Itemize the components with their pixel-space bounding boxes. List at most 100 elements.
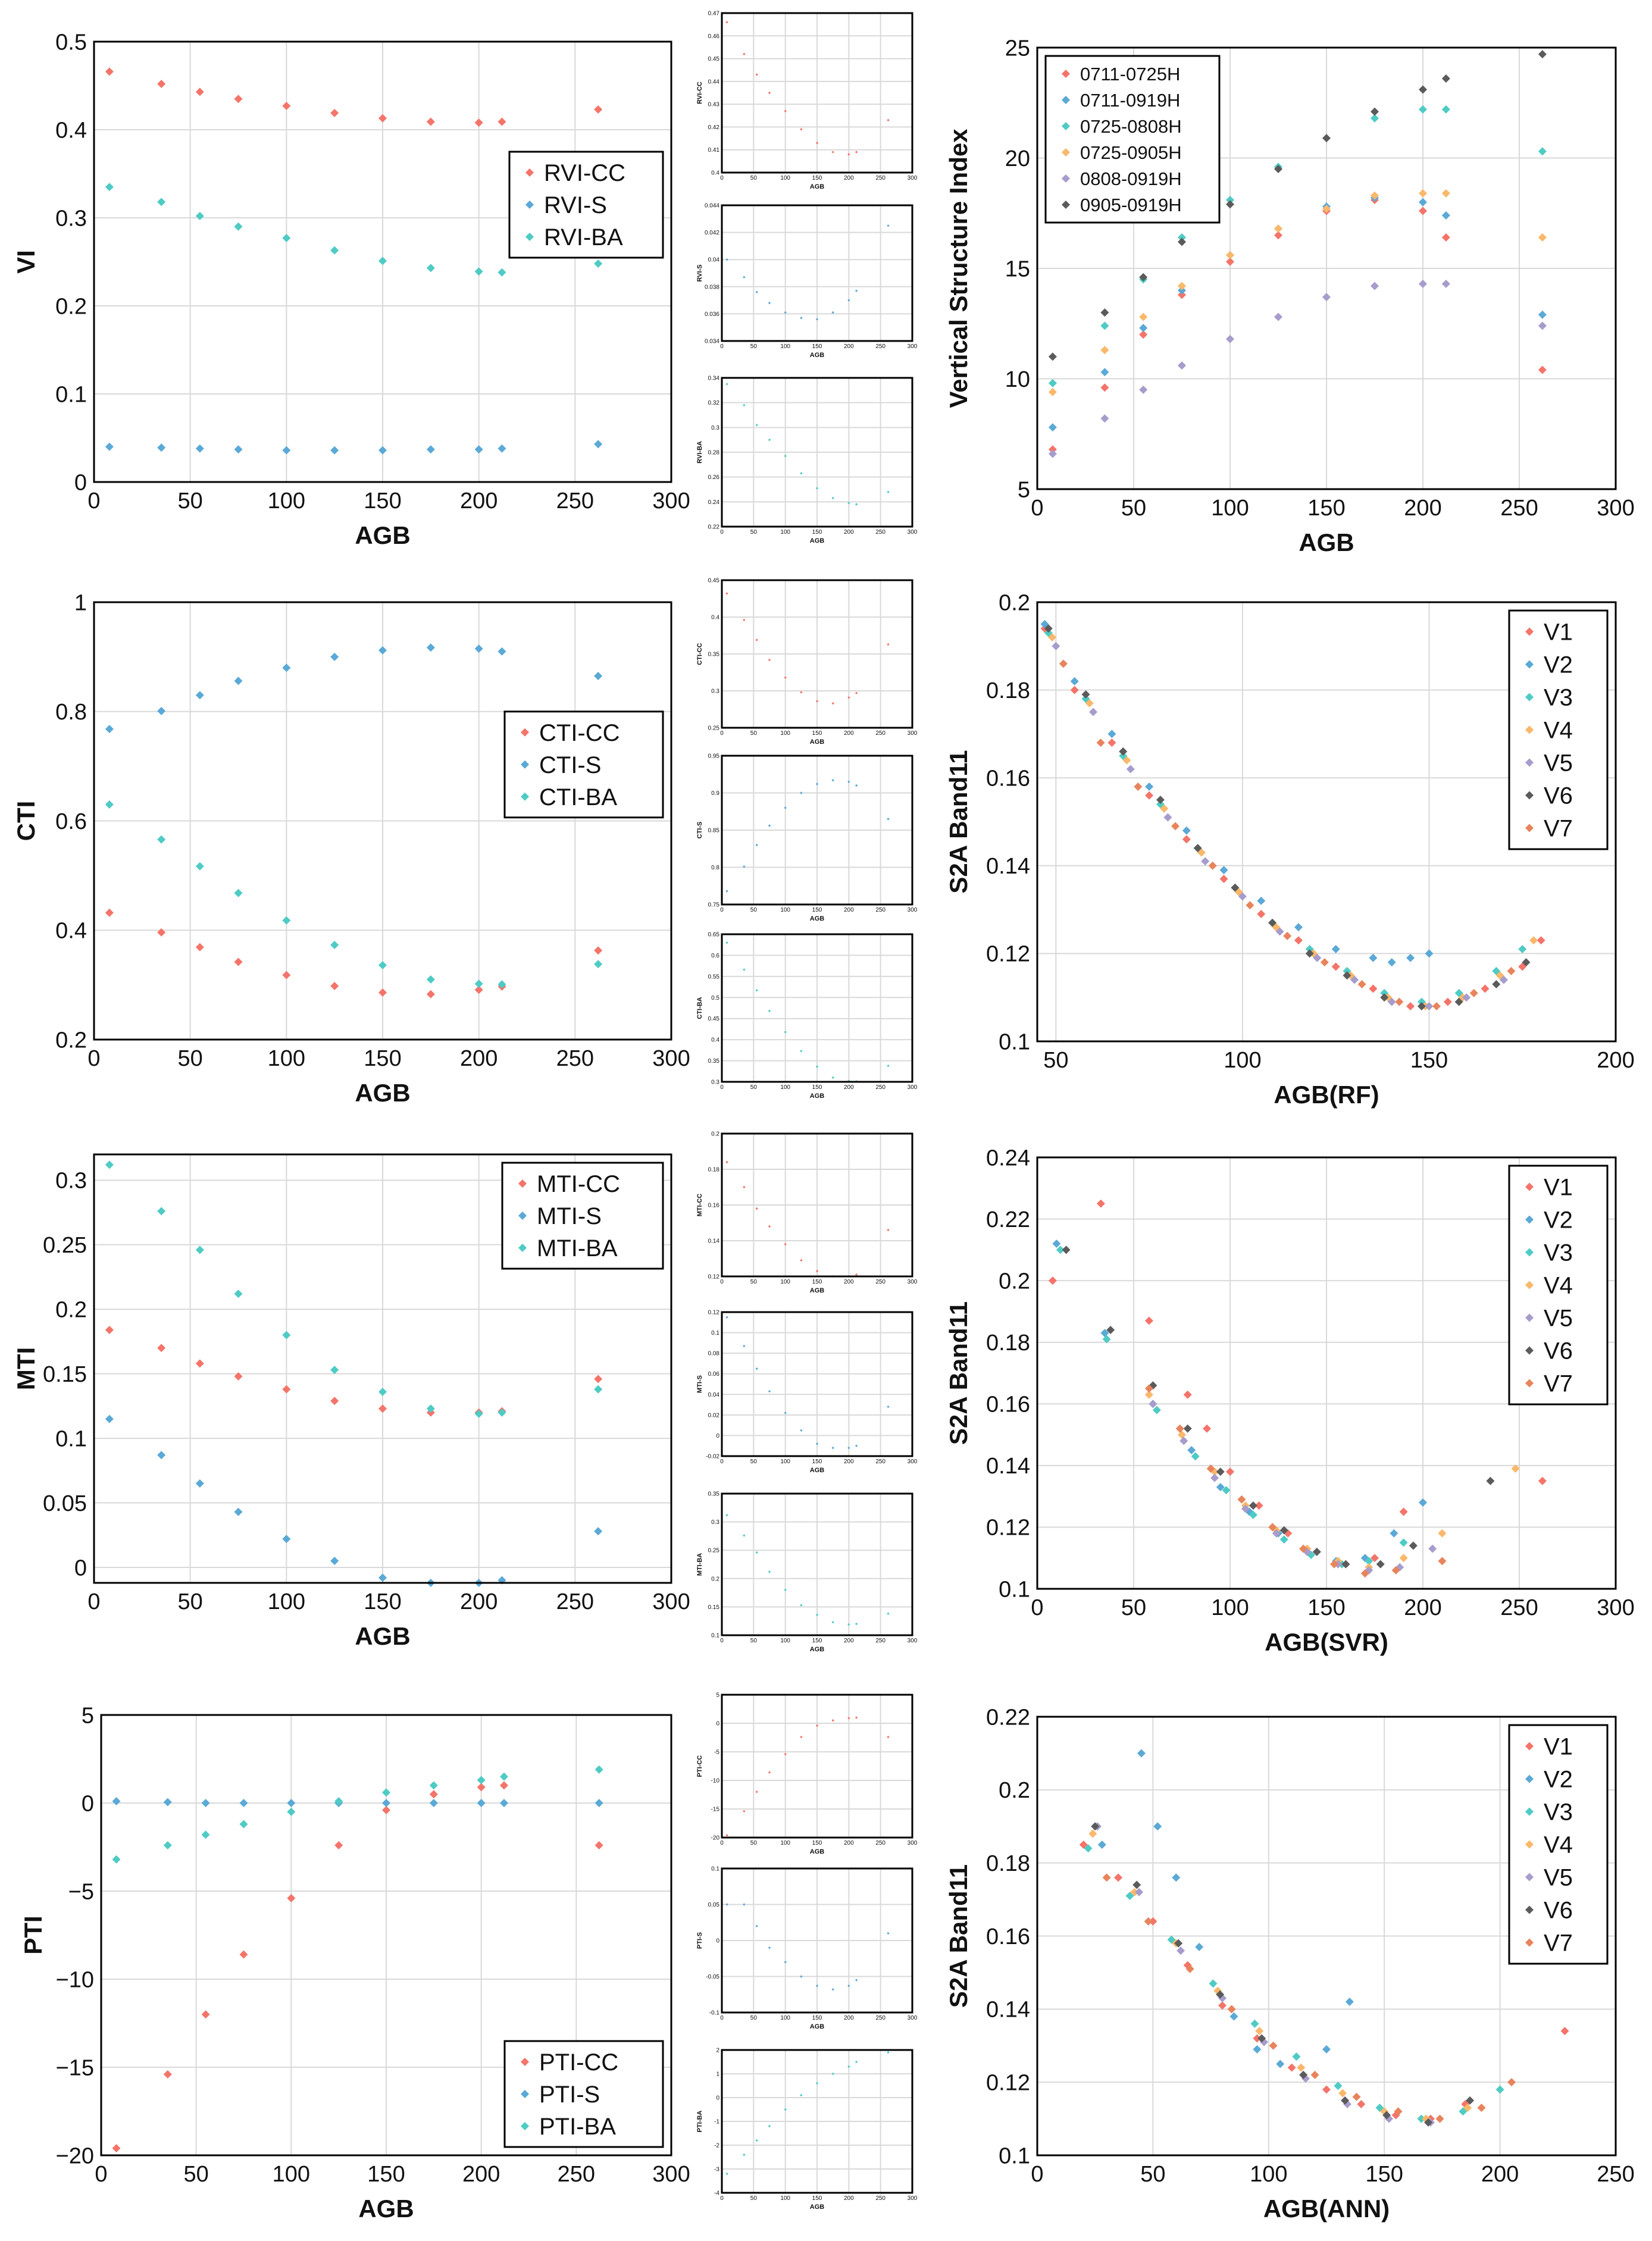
- data-point-v6: [1106, 1326, 1115, 1334]
- x-tick-label: 150: [1365, 2162, 1403, 2187]
- data-point-cti-ba: [330, 941, 339, 950]
- x-tick-label: 300: [908, 2015, 918, 2021]
- data-point-v5: [1350, 975, 1359, 984]
- y-tick-label: 0.42: [708, 124, 720, 131]
- legend-label: RVI-BA: [544, 224, 623, 251]
- data-point-v5: [1241, 1504, 1250, 1513]
- legend-marker: [1525, 758, 1534, 767]
- plot-frame: [721, 1492, 913, 1636]
- x-tick-label: 250: [875, 1084, 886, 1091]
- x-tick-label: 150: [1410, 1048, 1448, 1073]
- data-point-v7: [1134, 782, 1143, 791]
- legend-label: V1: [1544, 1175, 1573, 1201]
- y-tick-label: 0.25: [43, 1233, 87, 1258]
- y-tick-label: 0.6: [711, 953, 719, 959]
- y-tick-label: 0.3: [711, 688, 719, 695]
- x-tick-label: 300: [908, 907, 918, 913]
- y-axis-title: CTI-CC: [696, 643, 703, 665]
- y-tick-label: 0.15: [708, 1604, 720, 1611]
- data-point-v6: [1341, 1560, 1350, 1569]
- data-point-0725-0808h: [1371, 114, 1379, 123]
- plot-frame: [1036, 1156, 1617, 1590]
- data-point-v6: [1409, 1541, 1418, 1550]
- data-point-v1: [1406, 1001, 1415, 1010]
- data-point-cti-ba: [594, 960, 603, 969]
- data-point-v7: [1299, 1544, 1308, 1553]
- data-point-mti-cc: [855, 1273, 858, 1276]
- y-tick-label: 0.16: [986, 766, 1030, 791]
- data-point-rvi-s: [234, 445, 243, 454]
- x-tick-label: 300: [908, 2195, 918, 2202]
- chart-panel-c3: 0 50 100 150 200 250 300 0.1 0.12 0.14 0.16 0.18 0.2…: [944, 1145, 1635, 1656]
- y-tick-label: 0.12: [708, 1310, 720, 1316]
- data-point-v5: [1126, 765, 1135, 774]
- data-point-0808-0919h: [1139, 386, 1148, 395]
- data-point-mti-cc: [755, 1207, 758, 1210]
- y-tick-label: 0.12: [986, 942, 1030, 967]
- x-tick-label: 250: [875, 1638, 886, 1644]
- x-tick-label: 150: [364, 1046, 401, 1071]
- data-point-cti-cc: [855, 691, 858, 694]
- data-point-v3: [1191, 1452, 1200, 1461]
- y-tick-label: −15: [56, 2055, 94, 2080]
- data-point-mti-cc: [594, 1375, 603, 1384]
- data-point-pti-ba: [784, 2108, 787, 2111]
- data-point-pti-ba: [847, 2065, 850, 2068]
- y-tick-label: 0.2: [55, 294, 87, 319]
- x-tick-label: 200: [844, 175, 854, 181]
- data-point-mti-cc: [725, 1160, 728, 1164]
- data-point-rvi-cc: [474, 118, 483, 127]
- y-axis-title: PTI-S: [696, 1932, 703, 1949]
- y-tick-label: 0.24: [986, 1145, 1030, 1170]
- data-point-0725-0808h: [1178, 233, 1186, 242]
- x-tick-label: 100: [1250, 2162, 1287, 2187]
- data-point-v7: [1208, 861, 1217, 870]
- data-point-v1: [1149, 1917, 1157, 1926]
- x-tick-label: 300: [908, 1840, 918, 1846]
- data-point-0905-0919h: [1139, 273, 1148, 281]
- y-tick-label: 0.034: [705, 339, 719, 345]
- data-point-pti-s: [887, 1932, 890, 1935]
- data-point-v4: [1297, 2063, 1306, 2072]
- x-tick-label: 200: [844, 529, 854, 536]
- y-tick-label: 0.04: [708, 1392, 720, 1398]
- data-point-rvi-ba: [157, 198, 166, 206]
- data-point-pti-s: [239, 1799, 248, 1807]
- data-point-rvi-cc: [498, 117, 506, 126]
- data-point-mti-s: [195, 1479, 204, 1488]
- data-point-v4: [1511, 1464, 1520, 1473]
- data-point-rvi-ba: [784, 455, 787, 458]
- x-tick-label: 50: [1043, 1048, 1068, 1073]
- data-point-v1: [1107, 738, 1116, 747]
- data-point-0725-0905h: [1322, 204, 1331, 213]
- x-tick-label: 50: [750, 1458, 758, 1465]
- data-point-cti-ba: [474, 979, 483, 988]
- y-tick-label: 0.08: [708, 1351, 720, 1357]
- data-point-v7: [1310, 2070, 1319, 2079]
- legend-label: 0905-0919H: [1080, 195, 1182, 215]
- data-point-rvi-cc: [725, 21, 728, 24]
- data-point-pti-ba: [201, 1830, 210, 1839]
- x-tick-label: 100: [1211, 496, 1249, 521]
- legend-marker: [521, 728, 529, 737]
- legend-marker: [1525, 693, 1534, 702]
- data-point-0905-0919h: [1100, 308, 1109, 317]
- data-point-cti-s: [330, 652, 339, 661]
- x-tick-label: 200: [844, 2195, 854, 2202]
- x-axis-title: AGB(RF): [1274, 1081, 1379, 1109]
- data-point-rvi-cc: [755, 73, 758, 76]
- x-tick-label: 50: [750, 2015, 758, 2021]
- data-point-pti-cc: [382, 1805, 390, 1814]
- x-tick-label: 150: [812, 343, 822, 350]
- data-point-pti-ba: [595, 1765, 603, 1774]
- data-point-v2: [1276, 2060, 1285, 2068]
- data-point-cti-ba: [784, 1031, 787, 1034]
- x-tick-label: 200: [1404, 496, 1441, 521]
- y-tick-label: 1: [716, 2071, 719, 2078]
- y-tick-label: 1: [74, 590, 87, 615]
- y-tick-label: 0.1: [711, 1866, 719, 1873]
- legend-marker: [518, 1244, 527, 1252]
- chart-panel-a2: 0 50 100 150 200 250 300 0.2 0.4 0.6 0.8 1 AGB CTI CTI…: [12, 590, 690, 1107]
- y-tick-label: 0.32: [708, 400, 720, 406]
- data-point-v6: [1279, 1526, 1288, 1535]
